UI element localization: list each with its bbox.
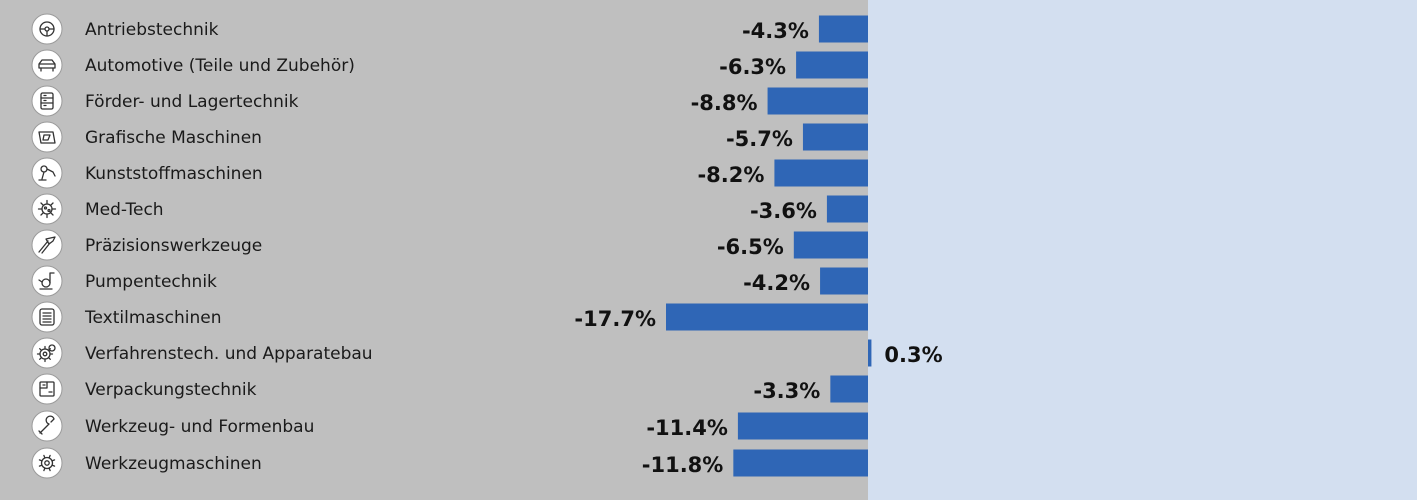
category-label: Pumpentechnik [85, 272, 217, 292]
printing-press-icon [31, 121, 63, 153]
bar [868, 339, 872, 367]
category-label: Förder- und Lagertechnik [85, 92, 299, 112]
category-label: Kunststoffmaschinen [85, 164, 263, 184]
value-label: -6.5% [717, 235, 784, 259]
value-label: -8.2% [697, 163, 764, 187]
category-label: Med-Tech [85, 200, 164, 220]
precision-tool-icon [31, 229, 63, 261]
value-label: -5.7% [726, 127, 793, 151]
value-label: -11.8% [642, 453, 724, 477]
category-label: Automotive (Teile und Zubehör) [85, 56, 355, 76]
category-label: Präzisionswerkzeuge [85, 236, 262, 256]
category-label: Werkzeugmaschinen [85, 454, 262, 474]
category-label: Grafische Maschinen [85, 128, 262, 148]
positive-region-background [868, 0, 1417, 500]
value-label: 0.3% [884, 343, 942, 367]
textile-icon [31, 301, 63, 333]
bar [818, 15, 868, 43]
bar [774, 159, 868, 187]
bar [796, 51, 868, 79]
category-label: Verfahrenstech. und Apparatebau [85, 344, 373, 364]
value-label: -3.6% [750, 199, 817, 223]
value-label: -4.3% [742, 19, 809, 43]
bar [666, 303, 868, 331]
bar [826, 195, 868, 223]
value-label: -4.2% [743, 271, 810, 295]
bar [767, 87, 868, 115]
category-label: Textilmaschinen [84, 308, 222, 328]
steering-wheel-icon [31, 13, 63, 45]
value-label: -3.3% [753, 379, 820, 403]
pump-icon [31, 265, 63, 297]
category-label: Verpackungstechnik [85, 380, 257, 400]
packaging-icon [31, 373, 63, 405]
value-label: -8.8% [691, 91, 758, 115]
process-gears-icon [31, 337, 63, 369]
value-label: -17.7% [574, 307, 656, 331]
car-icon [31, 49, 63, 81]
negative-region-background [0, 0, 868, 500]
bar [737, 412, 868, 440]
bar [802, 123, 868, 151]
wrench-icon [31, 410, 63, 442]
category-label: Antriebstechnik [85, 20, 219, 40]
conveyor-icon [31, 85, 63, 117]
value-label: -11.4% [646, 416, 728, 440]
bar [793, 231, 868, 259]
bar [733, 449, 868, 477]
category-label: Werkzeug- und Formenbau [85, 417, 314, 437]
bar [830, 375, 868, 403]
value-label: -6.3% [719, 55, 786, 79]
robot-arm-icon [31, 157, 63, 189]
bar [820, 267, 868, 295]
gear-icon [31, 447, 63, 479]
virus-icon [31, 193, 63, 225]
